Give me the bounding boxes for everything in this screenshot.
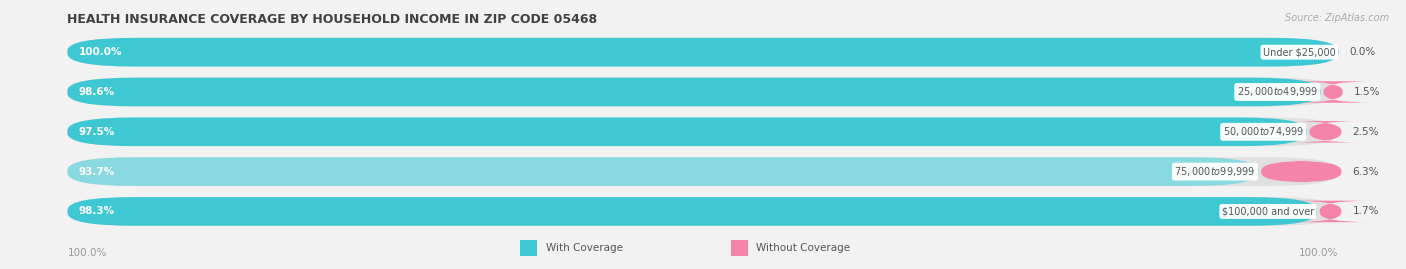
- FancyBboxPatch shape: [67, 118, 1306, 146]
- Text: 93.7%: 93.7%: [79, 167, 115, 177]
- FancyBboxPatch shape: [67, 157, 1258, 186]
- FancyBboxPatch shape: [1291, 201, 1371, 222]
- Text: 1.7%: 1.7%: [1353, 206, 1379, 217]
- FancyBboxPatch shape: [67, 197, 1317, 226]
- Text: 100.0%: 100.0%: [79, 47, 122, 57]
- Text: 2.5%: 2.5%: [1353, 127, 1379, 137]
- Text: $75,000 to $99,999: $75,000 to $99,999: [1174, 165, 1256, 178]
- Text: 97.5%: 97.5%: [79, 127, 115, 137]
- Text: 100.0%: 100.0%: [67, 248, 107, 258]
- Text: HEALTH INSURANCE COVERAGE BY HOUSEHOLD INCOME IN ZIP CODE 05468: HEALTH INSURANCE COVERAGE BY HOUSEHOLD I…: [67, 13, 598, 26]
- FancyBboxPatch shape: [67, 38, 1339, 66]
- FancyBboxPatch shape: [1291, 121, 1360, 143]
- Text: 0.0%: 0.0%: [1350, 47, 1376, 57]
- FancyBboxPatch shape: [67, 118, 1339, 146]
- Text: 6.3%: 6.3%: [1353, 167, 1379, 177]
- FancyBboxPatch shape: [731, 240, 748, 256]
- Text: $100,000 and over: $100,000 and over: [1222, 206, 1315, 217]
- Text: 98.3%: 98.3%: [79, 206, 115, 217]
- FancyBboxPatch shape: [1261, 161, 1341, 182]
- Text: With Coverage: With Coverage: [546, 243, 623, 253]
- Text: Without Coverage: Without Coverage: [756, 243, 851, 253]
- Text: $25,000 to $49,999: $25,000 to $49,999: [1237, 86, 1317, 98]
- Text: 1.5%: 1.5%: [1354, 87, 1381, 97]
- Text: Source: ZipAtlas.com: Source: ZipAtlas.com: [1285, 13, 1389, 23]
- Text: 100.0%: 100.0%: [1299, 248, 1339, 258]
- FancyBboxPatch shape: [520, 240, 537, 256]
- FancyBboxPatch shape: [67, 38, 1339, 66]
- FancyBboxPatch shape: [1292, 81, 1374, 103]
- FancyBboxPatch shape: [67, 78, 1339, 106]
- FancyBboxPatch shape: [67, 157, 1339, 186]
- Text: Under $25,000: Under $25,000: [1263, 47, 1336, 57]
- FancyBboxPatch shape: [67, 78, 1320, 106]
- FancyBboxPatch shape: [67, 197, 1339, 226]
- Text: $50,000 to $74,999: $50,000 to $74,999: [1223, 125, 1303, 138]
- Text: 98.6%: 98.6%: [79, 87, 115, 97]
